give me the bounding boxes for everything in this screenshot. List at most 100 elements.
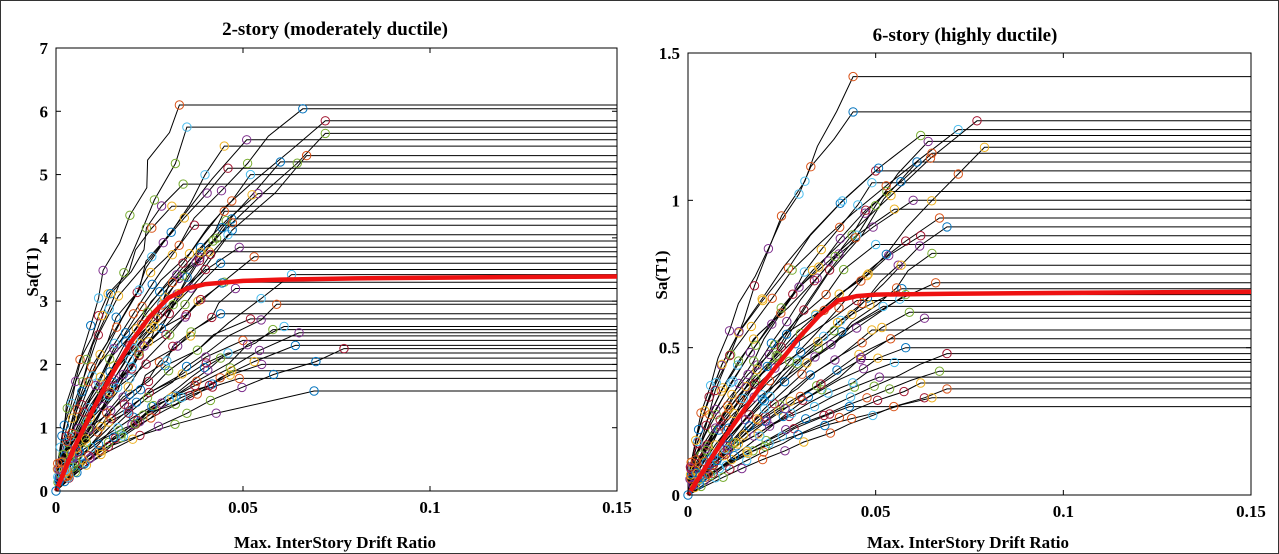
ida-marker	[743, 446, 753, 456]
ida-marker	[103, 441, 114, 452]
ida-marker	[729, 408, 739, 419]
ida-marker	[686, 474, 696, 484]
ida-marker	[794, 189, 804, 199]
y-tick-label: 1	[40, 419, 49, 438]
ida-marker	[881, 181, 891, 191]
ida-marker	[725, 443, 735, 453]
ida-marker	[294, 328, 304, 338]
ida-marker	[912, 157, 922, 167]
ida-marker	[186, 327, 196, 337]
ida-marker	[174, 100, 185, 110]
ida-marker	[853, 200, 863, 210]
ida-marker	[738, 393, 749, 404]
ida-marker	[725, 350, 735, 361]
ida-marker	[93, 439, 104, 449]
ida-marker	[846, 413, 857, 424]
ida-marker	[745, 347, 756, 358]
ida-marker	[792, 356, 803, 366]
ida-marker	[211, 233, 222, 244]
ida-marker	[225, 370, 235, 380]
ida-marker	[192, 376, 202, 386]
ida-marker	[799, 437, 809, 447]
ida-marker	[972, 116, 982, 126]
ida-marker	[83, 377, 93, 387]
ida-marker	[934, 213, 945, 223]
ida-marker	[942, 348, 952, 359]
ida-marker	[865, 299, 875, 310]
ida-marker	[62, 403, 73, 413]
ida-marker	[192, 345, 203, 355]
ida-marker	[760, 441, 770, 452]
ida-marker	[824, 256, 834, 266]
ida-marker	[711, 377, 721, 388]
ida-marker	[748, 334, 759, 344]
ida-marker	[216, 186, 227, 196]
ida-marker	[703, 469, 713, 479]
ida-marker	[185, 331, 196, 341]
ida-marker	[320, 128, 330, 139]
ida-marker	[809, 401, 820, 412]
ida-marker	[108, 381, 118, 392]
ida-marker	[135, 385, 146, 395]
ida-marker	[182, 122, 192, 132]
ida-marker	[72, 404, 83, 414]
ida-marker	[776, 303, 786, 313]
ida-marker	[884, 250, 894, 261]
ida-marker	[691, 435, 701, 445]
ida-marker	[172, 270, 182, 280]
ida-marker	[134, 285, 145, 295]
ida-marker	[809, 276, 820, 286]
ida-marker	[234, 373, 245, 384]
ida-marker	[904, 307, 915, 317]
ida-marker	[189, 220, 200, 230]
ida-marker	[181, 361, 192, 372]
ida-marker	[242, 158, 253, 169]
ida-marker	[106, 414, 116, 424]
ida-marker	[925, 153, 936, 163]
ida-marker	[177, 271, 188, 281]
ida-marker	[870, 201, 881, 211]
ida-marker	[81, 434, 91, 444]
ida-marker	[125, 210, 135, 221]
ida-marker	[835, 222, 845, 233]
ida-marker	[147, 252, 157, 262]
ida-marker	[309, 386, 319, 396]
ida-marker	[167, 392, 177, 402]
ida-marker	[178, 258, 188, 268]
ida-marker	[199, 362, 210, 373]
ida-marker	[862, 393, 872, 403]
ida-marker	[916, 378, 926, 388]
ida-marker	[61, 431, 72, 442]
ida-marker	[53, 464, 63, 474]
ida-marker	[170, 419, 180, 429]
ida-marker	[755, 431, 765, 441]
ida-marker	[190, 380, 200, 391]
ida-marker	[135, 430, 145, 441]
ida-marker	[119, 399, 130, 409]
ida-marker	[726, 349, 736, 360]
ida-curve	[687, 388, 1251, 496]
ida-marker	[869, 381, 879, 391]
ida-marker	[711, 404, 721, 415]
ida-marker	[867, 325, 877, 335]
ida-marker	[832, 317, 843, 328]
ida-marker	[165, 330, 175, 340]
ida-marker	[113, 291, 124, 301]
ida-marker	[927, 196, 937, 206]
ida-marker	[800, 176, 810, 186]
x-tick-label: 0.05	[861, 502, 891, 521]
ida-marker	[123, 382, 134, 392]
chart-title: 6-story (highly ductile)	[873, 25, 1058, 46]
x-tick-label: 0.05	[228, 498, 258, 517]
y-axis-label: Sa(T1)	[652, 250, 671, 299]
ida-marker	[275, 157, 286, 167]
ida-marker	[726, 378, 736, 388]
ida-marker	[102, 408, 112, 418]
ida-marker	[829, 326, 839, 336]
ida-marker	[759, 404, 770, 414]
ida-marker	[872, 395, 883, 405]
ida-marker	[268, 369, 279, 380]
ida-marker	[279, 321, 289, 332]
ida-marker	[919, 313, 930, 323]
ida-marker	[868, 410, 878, 421]
